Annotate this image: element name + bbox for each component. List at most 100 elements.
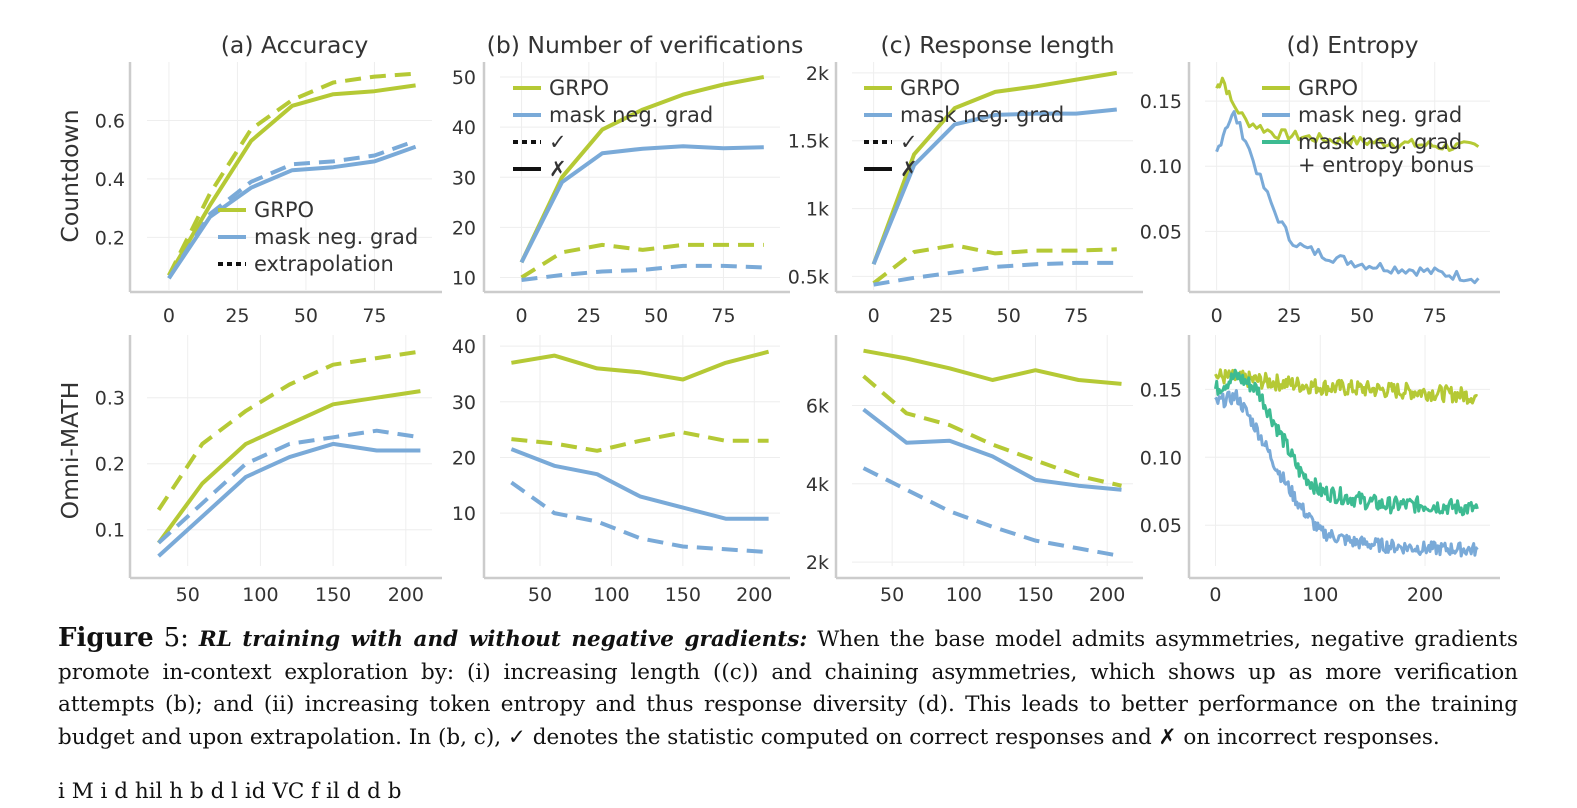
x-tick-label: 200 [388, 584, 424, 606]
panel-title: (c) Response length [881, 31, 1115, 59]
panel-title: (a) Accuracy [221, 31, 369, 59]
series-line-mask-solid [1215, 110, 1480, 285]
x-tick-label: 50 [1350, 305, 1374, 327]
y-tick-label: 2k [806, 552, 829, 574]
series-line-grpo-solid [871, 70, 1118, 265]
row-label: Omni-MATH [56, 382, 84, 520]
x-tick-label: 0 [163, 305, 175, 327]
legend-label: GRPO [900, 76, 960, 100]
y-tick-label: 0.3 [95, 388, 125, 410]
y-tick-label: 0.05 [1140, 515, 1182, 537]
x-tick-label: 75 [362, 305, 386, 327]
legend-label: ✓ [900, 130, 918, 154]
figure-5: 0 25 50 75 0.2 0.4 0.6 (a) Accuracy GRPO mask neg… [56, 31, 1500, 606]
series-line-grpo-solid [156, 389, 421, 545]
legend-label: GRPO [549, 76, 609, 100]
y-tick-label: 1.5k [788, 131, 829, 153]
series-line-mask-solid [157, 441, 421, 558]
panel-title: (d) Entropy [1286, 31, 1418, 59]
legend-label: mask neg. grad [900, 103, 1064, 127]
series-line-grpo-solid [863, 348, 1122, 386]
y-tick-label: 0.5k [788, 266, 829, 288]
figure-caption: Figure 5: RL training with and without n… [58, 622, 1518, 754]
series-line-grpo-solid [1214, 368, 1479, 405]
x-tick-label: 100 [593, 584, 629, 606]
x-tick-label: 25 [577, 305, 601, 327]
series-line-mask-solid [871, 107, 1118, 265]
series-line-mask-solid [1214, 389, 1479, 558]
y-tick-label: 0.10 [1140, 447, 1182, 469]
legend-label: mask neg. grad [254, 225, 418, 249]
series-line-mask-solid [167, 144, 417, 280]
x-tick-label: 50 [997, 305, 1021, 327]
y-tick-label: 20 [452, 447, 476, 469]
x-tick-label: 150 [315, 584, 351, 606]
series-line-mask-solid [519, 144, 764, 264]
x-tick-label: 75 [1064, 305, 1088, 327]
y-tick-label: 2k [806, 63, 829, 85]
legend-label: ✓ [549, 130, 567, 154]
y-tick-label: 40 [452, 117, 476, 139]
x-tick-label: 50 [294, 305, 318, 327]
x-tick-label: 50 [880, 584, 904, 606]
series-line-grpo-solid [519, 75, 765, 264]
series-line-grpo-solid [167, 83, 416, 277]
figure-label: Figure [58, 623, 154, 653]
row-label: Countdown [56, 109, 84, 242]
series-line-grpo-dashed [520, 242, 764, 280]
y-tick-label: 20 [452, 217, 476, 239]
y-tick-label: 0.15 [1140, 91, 1182, 113]
series-line-grpo-dashed [872, 243, 1117, 285]
y-tick-label: 0.05 [1140, 221, 1182, 243]
legend-label: ✗ [549, 157, 567, 181]
y-tick-label: 0.4 [95, 169, 125, 191]
x-tick-label: 100 [242, 584, 278, 606]
y-tick-label: 6k [806, 395, 829, 417]
legend-label: mask neg. grad [1298, 103, 1462, 127]
y-tick-label: 0.15 [1140, 379, 1182, 401]
x-tick-label: 0 [1209, 584, 1221, 606]
x-tick-label: 100 [946, 584, 982, 606]
caption-title: RL training with and without negative gr… [198, 627, 808, 652]
y-tick-label: 0.10 [1140, 156, 1182, 178]
y-tick-label: 10 [452, 267, 476, 289]
y-tick-label: 0.2 [95, 227, 125, 249]
x-tick-label: 150 [665, 584, 701, 606]
series-line-mask-dashed [167, 139, 417, 280]
series-line-mask-dashed [510, 480, 769, 555]
x-tick-label: 100 [1302, 584, 1338, 606]
figure-number: 5: [163, 623, 189, 653]
y-tick-label: 30 [452, 392, 476, 414]
y-tick-label: 4k [806, 474, 829, 496]
legend-label: ✗ [900, 157, 918, 181]
x-tick-label: 25 [225, 305, 249, 327]
x-tick-label: 75 [1423, 305, 1447, 327]
y-tick-label: 40 [452, 336, 476, 358]
series-line-grpo-dashed [167, 71, 416, 277]
series-line-mask-dashed [873, 260, 1117, 287]
x-tick-label: 25 [1277, 305, 1301, 327]
legend-label: mask neg. grad [1298, 130, 1462, 154]
x-tick-label: 75 [711, 305, 735, 327]
legend-label: extrapolation [254, 252, 394, 276]
x-tick-label: 50 [644, 305, 668, 327]
x-tick-label: 50 [176, 584, 200, 606]
y-tick-label: 30 [452, 167, 476, 189]
x-tick-label: 0 [1211, 305, 1223, 327]
legend-label: mask neg. grad [549, 103, 713, 127]
x-tick-label: 0 [515, 305, 527, 327]
series-line-mask-dashed [862, 466, 1122, 559]
series-line-grpo-solid [1215, 76, 1480, 152]
series-line-mask-dashed [521, 263, 764, 282]
series-line-entropy_bonus-solid [1214, 368, 1479, 517]
y-tick-label: 0.6 [95, 110, 125, 132]
body-text-next-line: i M i d hil h b d l id VC f il d d b [58, 779, 402, 804]
y-tick-label: 50 [452, 67, 476, 89]
x-tick-label: 0 [868, 305, 880, 327]
y-tick-label: 0.2 [95, 454, 125, 476]
x-tick-label: 200 [1407, 584, 1443, 606]
x-tick-label: 200 [736, 584, 772, 606]
series-line-grpo-dashed [862, 374, 1122, 488]
legend-label: + entropy bonus [1298, 153, 1474, 177]
y-tick-label: 10 [452, 503, 476, 525]
